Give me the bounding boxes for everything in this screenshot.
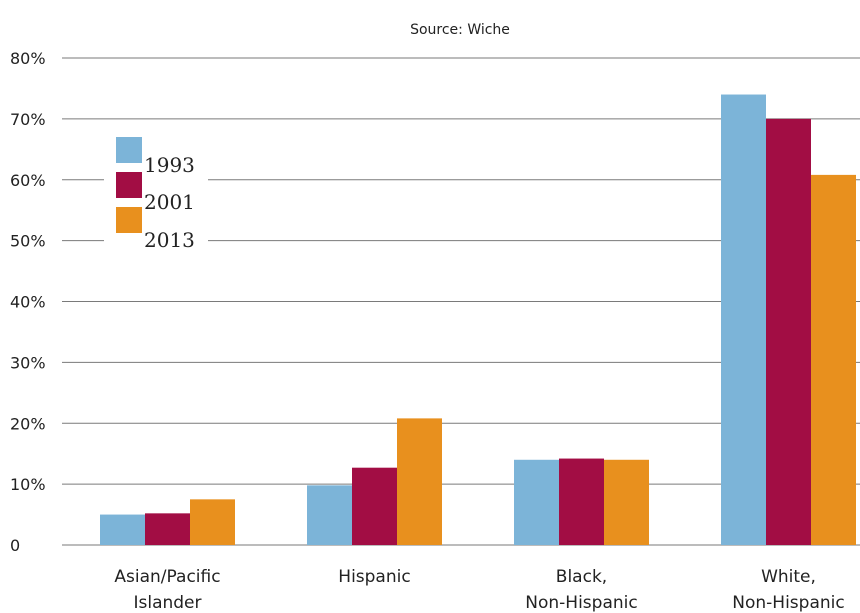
legend-swatch-1993 xyxy=(116,137,142,163)
bar-1993-2 xyxy=(514,459,559,545)
bar-2001-2 xyxy=(559,458,604,545)
bar-2013-3 xyxy=(811,174,856,545)
y-tick-label: 40% xyxy=(10,293,46,312)
legend-swatch-2001 xyxy=(116,172,142,198)
bar-1993-0 xyxy=(100,514,145,545)
chart-subtitle: Source: Wiche xyxy=(410,22,510,38)
x-category-label: White, xyxy=(761,567,816,587)
y-tick-label: 60% xyxy=(10,171,46,190)
y-tick-label: 70% xyxy=(10,110,46,129)
legend-label: 2013 xyxy=(144,228,195,252)
bar-2001-1 xyxy=(352,467,397,545)
bar-1993-1 xyxy=(307,485,352,545)
x-category-label: Hispanic xyxy=(338,567,410,587)
legend-label: 2001 xyxy=(144,190,195,214)
y-tick-label: 0 xyxy=(10,536,20,555)
x-category-label: Black, xyxy=(556,567,607,587)
bar-1993-3 xyxy=(721,94,766,546)
y-axis-ticks: 0 10% 20% 30% 40% 50% 60% 70% 80% xyxy=(10,49,46,555)
x-category-label: Non-Hispanic xyxy=(525,593,637,613)
bar-2013-0 xyxy=(190,499,235,545)
y-tick-label: 10% xyxy=(10,475,46,494)
legend-swatch-2013 xyxy=(116,207,142,233)
bar-2013-1 xyxy=(397,418,442,545)
y-tick-label: 20% xyxy=(10,414,46,433)
y-tick-label: 50% xyxy=(10,232,46,251)
x-category-label: Non-Hispanic xyxy=(732,593,844,613)
bar-2001-0 xyxy=(145,513,190,545)
bar-2001-3 xyxy=(766,118,811,545)
x-axis-labels: Asian/Pacific Islander Hispanic Black, Non-H… xyxy=(114,567,844,613)
y-tick-label: 80% xyxy=(10,49,46,68)
legend: 1993 2001 2013 xyxy=(116,137,195,252)
bars xyxy=(100,94,856,546)
y-tick-label: 30% xyxy=(10,353,46,372)
x-category-label: Asian/Pacific xyxy=(114,567,220,587)
bar-2013-2 xyxy=(604,459,649,545)
x-category-label: Islander xyxy=(133,593,201,613)
legend-label: 1993 xyxy=(144,153,195,177)
